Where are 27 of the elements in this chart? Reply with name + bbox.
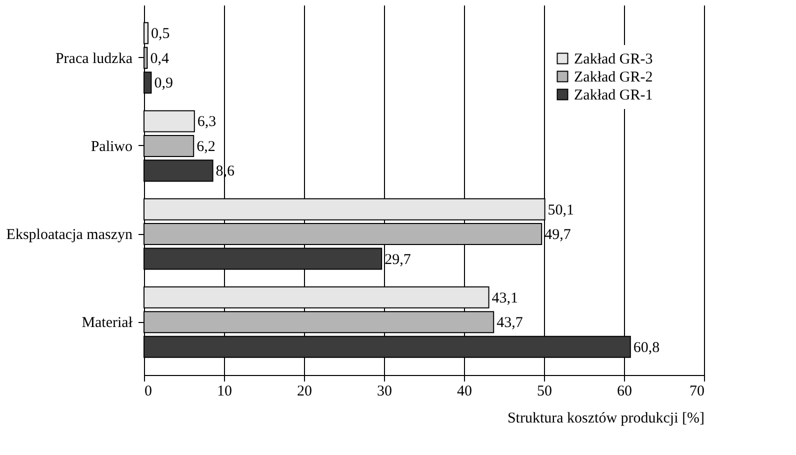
legend-label: Zakład GR-1 (574, 88, 653, 104)
x-tick-label: 60 (617, 384, 632, 400)
data-label: 43,7 (496, 315, 524, 332)
data-label: 43,1 (492, 290, 518, 306)
x-tick-label: 0 (144, 384, 152, 400)
legend-label: Zakład GR-3 (574, 52, 653, 68)
legend-label: Zakład GR-2 (574, 70, 653, 86)
data-label: 60,8 (633, 340, 660, 356)
x-axis-title: Struktura kosztów produkcji [%] (507, 410, 704, 426)
data-label: 0,4 (150, 50, 170, 67)
y-tick-label: Eksploatacja maszyn (6, 227, 133, 244)
data-label: 49,7 (544, 227, 572, 244)
x-tick-label: 30 (377, 384, 392, 400)
x-tick-label: 10 (217, 384, 232, 400)
y-tick-label: Paliwo (90, 138, 132, 155)
x-tick-label: 70 (690, 384, 704, 400)
y-tick-label: Praca ludzka (55, 50, 133, 67)
data-label: 0,5 (151, 26, 170, 42)
x-tick-label: 40 (457, 384, 472, 400)
data-label: 6,2 (196, 138, 216, 155)
data-label: 29,7 (384, 252, 412, 268)
data-label: 6,3 (197, 114, 216, 130)
data-label: 0,9 (154, 76, 173, 92)
x-tick-label: 50 (537, 384, 552, 400)
x-tick-label: 20 (297, 384, 312, 400)
data-label: 50,1 (548, 202, 574, 218)
y-tick-label: Materiał (82, 315, 134, 332)
